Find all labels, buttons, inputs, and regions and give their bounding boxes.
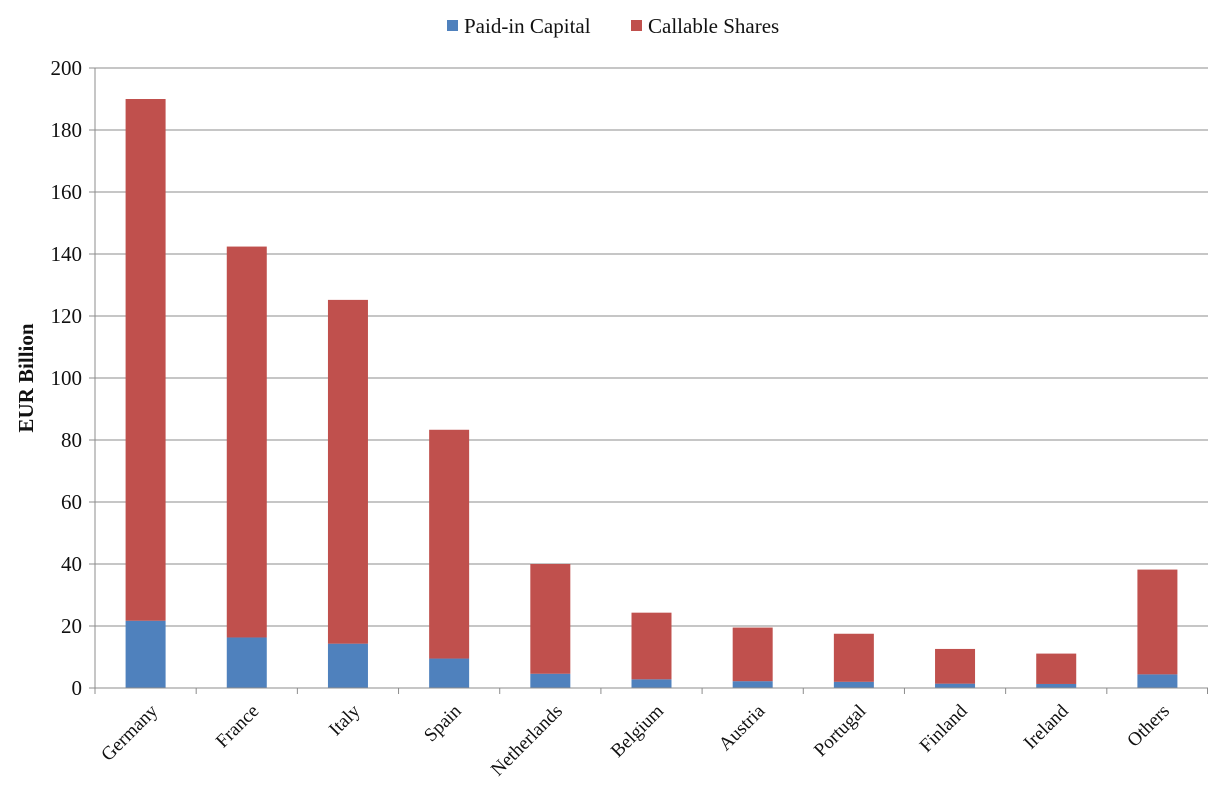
x-tick-label: Germany — [97, 700, 162, 765]
y-axis-title: EUR Billion — [14, 323, 38, 432]
y-axis-ticks: 0 20 40 60 80 100 120 140 160 180 200 — [51, 56, 95, 700]
bar-paid-in-capital — [732, 681, 773, 688]
x-tick-label: Finland — [916, 700, 972, 756]
bar-callable-shares — [530, 564, 571, 674]
x-tick-label: Ireland — [1020, 700, 1073, 753]
x-tick-label: Others — [1123, 701, 1174, 752]
y-tick-label: 120 — [51, 304, 83, 328]
y-tick-label: 180 — [51, 118, 83, 142]
bar-callable-shares — [935, 648, 976, 684]
bar-callable-shares — [833, 633, 874, 682]
x-tick-label: France — [212, 701, 263, 752]
y-tick-label: 40 — [61, 552, 82, 576]
y-tick-label: 80 — [61, 428, 82, 452]
bar-paid-in-capital — [327, 643, 368, 688]
bar-callable-shares — [631, 612, 672, 680]
bar-callable-shares — [1137, 569, 1178, 675]
legend-swatch-paid-in-capital — [447, 20, 458, 31]
y-tick-label: 100 — [51, 366, 83, 390]
x-tick-label: Netherlands — [487, 701, 567, 781]
gridlines — [95, 67, 1208, 627]
legend-label-paid-in-capital: Paid-in Capital — [464, 14, 591, 38]
bars — [125, 99, 1178, 688]
x-tick-label: Portugal — [810, 701, 870, 761]
x-tick-label: Belgium — [607, 701, 668, 762]
bar-callable-shares — [226, 246, 267, 638]
x-tick-label: Austria — [715, 700, 770, 755]
bar-paid-in-capital — [530, 673, 571, 688]
y-tick-label: 20 — [61, 614, 82, 638]
y-tick-label: 0 — [72, 676, 83, 700]
legend: Paid-in Capital Callable Shares — [447, 14, 779, 38]
legend-label-callable-shares: Callable Shares — [648, 14, 779, 38]
bar-paid-in-capital — [833, 681, 874, 688]
bar-paid-in-capital — [1137, 674, 1178, 688]
y-tick-label: 160 — [51, 180, 83, 204]
bar-callable-shares — [125, 99, 166, 621]
bar-paid-in-capital — [1036, 683, 1077, 688]
y-tick-label: 60 — [61, 490, 82, 514]
y-tick-label: 140 — [51, 242, 83, 266]
x-axis-labels: Germany France Italy Spain Netherlands Belgiu… — [97, 700, 1174, 780]
bar-callable-shares — [429, 429, 470, 659]
bar-paid-in-capital — [125, 620, 166, 688]
bar-paid-in-capital — [631, 679, 672, 688]
bar-callable-shares — [1036, 653, 1077, 684]
y-tick-label: 200 — [51, 56, 83, 80]
bar-callable-shares — [327, 299, 368, 644]
x-tick-label: Italy — [325, 700, 365, 740]
x-tick-label: Spain — [420, 700, 466, 746]
axes — [94, 68, 1208, 694]
legend-swatch-callable-shares — [631, 20, 642, 31]
bar-paid-in-capital — [935, 683, 976, 688]
bar-callable-shares — [732, 627, 773, 682]
bar-paid-in-capital — [226, 637, 267, 688]
bar-paid-in-capital — [429, 658, 470, 688]
